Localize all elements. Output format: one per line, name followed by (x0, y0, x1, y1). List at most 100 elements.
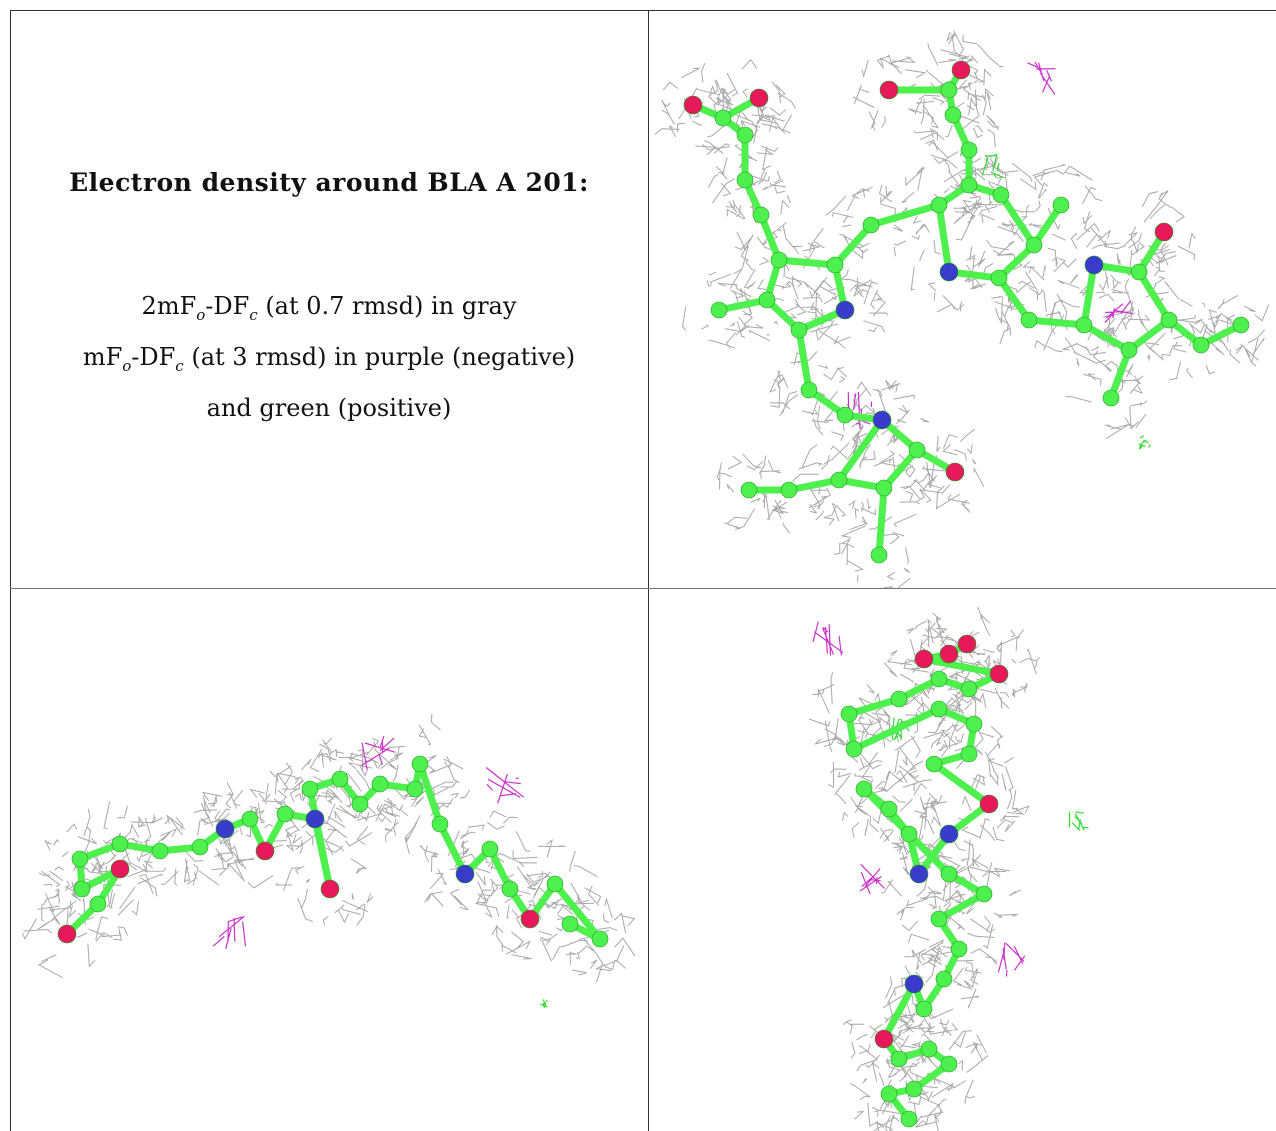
nitrogen-atom (215, 819, 235, 839)
bond (995, 274, 1033, 324)
density-mesh-negative (812, 621, 844, 656)
oxygen-atom (57, 924, 77, 944)
bond (795, 326, 813, 394)
carbon-atom (111, 835, 129, 853)
legend-line-green: and green (positive) (206, 393, 452, 422)
carbon-atom (1052, 196, 1070, 214)
bond (997, 191, 1038, 249)
carbon-atom (960, 680, 978, 698)
bond (1125, 316, 1173, 354)
bond (935, 890, 988, 923)
carbon-atom (301, 780, 319, 798)
carbon-atom (880, 800, 898, 818)
figure-title: Electron density around BLA A 201: (69, 168, 589, 197)
carbon-atom (1120, 341, 1138, 359)
density-mesh-positive (981, 153, 1005, 179)
carbon-atom (930, 196, 948, 214)
density-mesh-positive (1138, 435, 1151, 450)
bottom-left-view (10, 589, 648, 1131)
carbon-atom (73, 880, 91, 898)
carbon-atom (1232, 316, 1250, 334)
density-mesh-negative (1027, 61, 1056, 95)
oxygen-atom (957, 634, 977, 654)
molecule-image-top-right (654, 30, 1270, 588)
carbon-atom (880, 1085, 898, 1103)
bond (875, 484, 888, 559)
carbon-atom (191, 838, 209, 856)
nitrogen-atom (939, 824, 959, 844)
caption-cell: Electron density around BLA A 201: 2mFo-… (10, 10, 648, 588)
carbon-atom (960, 141, 978, 159)
carbon-atom (900, 1110, 918, 1128)
bond (930, 760, 993, 808)
bond (1135, 268, 1173, 324)
legend-line-purple: mFo-DFc (at 3 rmsd) in purple (negative) (82, 342, 576, 375)
carbon-atom (780, 481, 798, 499)
carbon-atom (431, 815, 449, 833)
bond (880, 980, 918, 1043)
carbon-atom (752, 206, 770, 224)
carbon-atom (900, 825, 918, 843)
bottom-right-view (649, 589, 1276, 1131)
carbon-atom (1130, 263, 1148, 281)
bond (551, 880, 604, 943)
carbon-atom (710, 301, 728, 319)
carbon-atom (501, 880, 519, 898)
oxygen-atom (945, 462, 965, 482)
bond (306, 785, 334, 893)
carbon-atom (840, 705, 858, 723)
carbon-atom (481, 840, 499, 858)
table-border-row (10, 588, 1276, 589)
nitrogen-atom (835, 300, 855, 320)
density-mesh-negative (859, 863, 885, 895)
bond (831, 221, 875, 269)
carbon-atom (990, 269, 1008, 287)
bond (1080, 321, 1133, 354)
carbon-atom (411, 755, 429, 773)
carbon-atom (960, 176, 978, 194)
carbon-atom (862, 216, 880, 234)
carbon-atom (930, 670, 948, 688)
bond (920, 655, 1003, 678)
carbon-atom (71, 850, 89, 868)
bond (1080, 261, 1098, 329)
carbon-atom (241, 810, 259, 828)
carbon-atom (845, 740, 863, 758)
bond (785, 476, 843, 494)
carbon-atom (714, 109, 732, 127)
carbon-atom (371, 775, 389, 793)
bond (416, 760, 444, 828)
density-mesh-gray (654, 30, 1270, 588)
bond (775, 256, 839, 269)
oxygen-atom (255, 841, 275, 861)
carbon-atom (992, 186, 1010, 204)
oxygen-atom (749, 88, 769, 108)
carbon-atom (960, 745, 978, 763)
oxygen-atom (683, 95, 703, 115)
density-mesh-positive (1068, 811, 1089, 831)
carbon-atom (940, 81, 958, 99)
molecule-image-bottom-right (808, 606, 1089, 1131)
bond (835, 416, 886, 484)
legend-text: 2mFo-DFc (at 0.7 rmsd) in gray mFo-DFc (… (10, 285, 648, 429)
oxygen-atom (520, 909, 540, 929)
oxygen-atom (914, 649, 934, 669)
density-mesh-negative (360, 736, 396, 771)
table-border-left (10, 10, 11, 1131)
carbon-atom (740, 481, 758, 499)
nitrogen-atom (872, 410, 892, 430)
carbon-atom (875, 479, 893, 497)
top-right-view (649, 10, 1276, 588)
bond (845, 695, 903, 718)
carbon-atom (790, 321, 808, 339)
carbon-atom (800, 381, 818, 399)
oxygen-atom (110, 859, 130, 879)
nitrogen-atom (455, 864, 475, 884)
carbon-atom (925, 755, 943, 773)
carbon-atom (276, 805, 294, 823)
density-mesh-negative (485, 767, 525, 804)
carbon-atom (331, 770, 349, 788)
carbon-atom (905, 1080, 923, 1098)
molecule-image-bottom-left (21, 713, 636, 1009)
oxygen-atom (979, 794, 999, 814)
